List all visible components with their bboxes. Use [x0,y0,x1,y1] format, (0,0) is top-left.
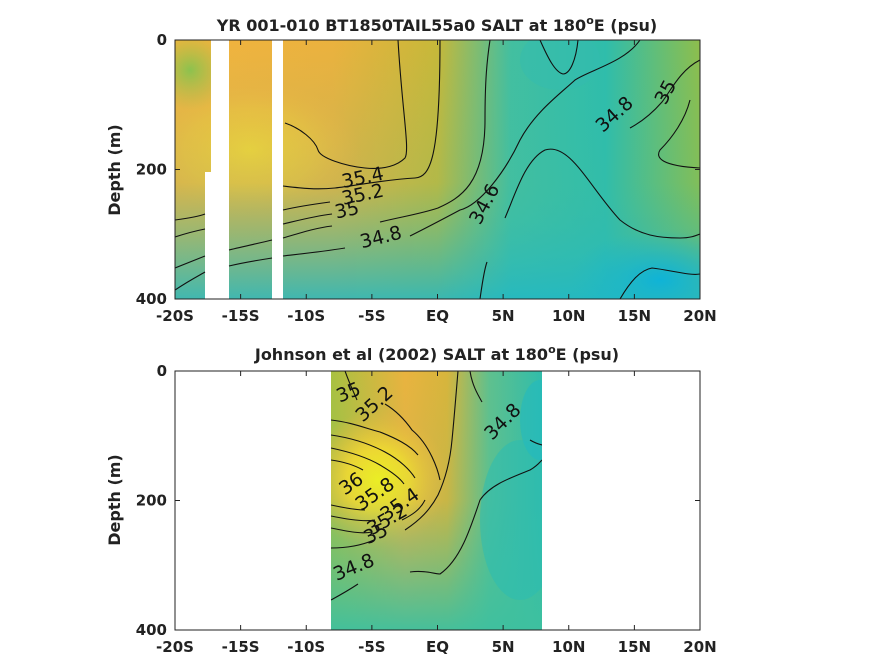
x-tick-label: 15N [618,307,651,325]
bottom-salinity-field [331,371,542,630]
y-tick-label: 400 [136,290,167,308]
contour-line [331,371,459,549]
bottom-ticks: -20S -15S -10S -5S EQ 5N 10N 15N 20N 0 200 400 [136,362,717,656]
x-tick-label: 20N [683,638,716,656]
top-ticks: -20S -15S -10S -5S EQ 5N 10N 15N 20N 0 200 400 [136,31,717,325]
x-tick-label: -15S [222,307,260,325]
top-contours [175,40,700,299]
x-tick-label: 5N [492,638,515,656]
bottom-title: Johnson et al (2002) SALT at 180oE (psu) [254,343,619,364]
x-tick-label: -5S [358,638,385,656]
x-tick-label: EQ [426,307,449,325]
top-salinity-field [175,40,700,299]
data-gap [205,172,211,299]
contour-line [469,371,542,446]
contour-line [331,447,405,485]
contour-line [331,504,366,511]
x-tick-label: -15S [222,638,260,656]
x-tick-label: -20S [156,307,194,325]
data-gap [272,40,283,299]
x-tick-label: 20N [683,307,716,325]
contour-line [282,40,441,190]
x-tick-label: 5N [492,307,515,325]
contour-line [344,371,441,481]
y-tick-label: 400 [136,621,167,639]
y-tick-label: 0 [157,362,167,380]
x-tick-label: -10S [287,638,325,656]
y-tick-label: 200 [136,492,167,510]
contour-line [331,499,426,534]
x-tick-label: -10S [287,307,325,325]
x-tick-label: -5S [358,307,385,325]
contour-line [331,515,376,522]
x-tick-label: 15N [618,638,651,656]
contour-line [175,213,333,238]
contour-line [629,59,700,129]
contour-line [331,459,364,471]
contour-line [331,419,419,456]
y-tick-label: 0 [157,31,167,49]
x-tick-label: 10N [552,638,585,656]
data-gap [211,40,229,299]
contour-line [175,40,491,269]
contour-line [539,40,579,75]
contour-line [619,267,700,299]
contour-line [331,434,416,479]
contour-line [175,40,641,291]
contour-line [658,99,700,169]
contour-line [284,40,408,169]
contour-line [479,148,700,299]
x-tick-label: 10N [552,307,585,325]
x-tick-label: EQ [426,638,449,656]
top-y-axis-label: Depth (m) [105,124,124,216]
contour-line [175,201,331,221]
y-tick-label: 200 [136,161,167,179]
contour-line [331,459,542,601]
bottom-y-axis-label: Depth (m) [105,454,124,546]
contour-label: 35 [333,197,361,224]
bottom-contours [331,371,542,601]
top-title: YR 001-010 BT1850TAIL55a0 SALT at 180oE … [216,14,658,35]
x-tick-label: -20S [156,638,194,656]
